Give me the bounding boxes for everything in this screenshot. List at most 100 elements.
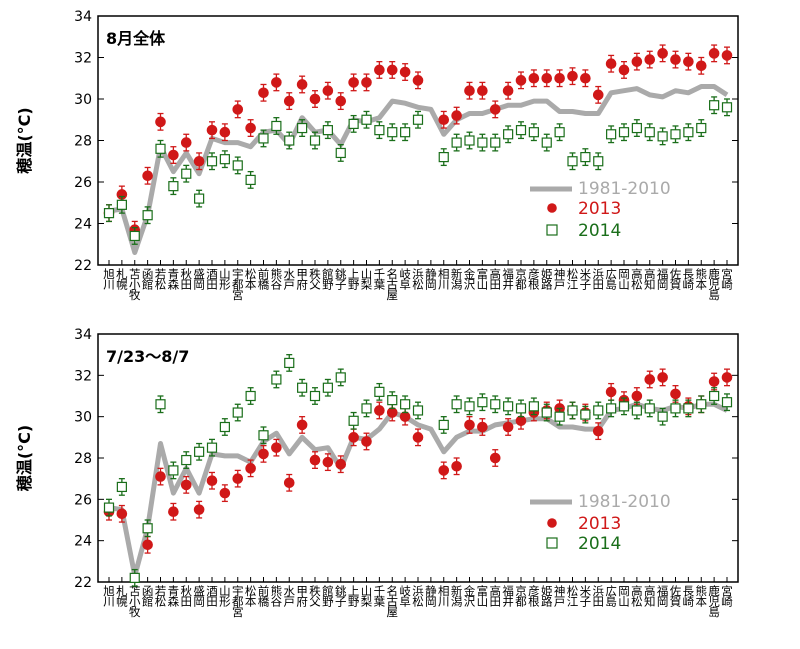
x-tick-label: 福井	[501, 584, 515, 608]
data-point-2014	[412, 405, 424, 416]
x-tick-label: 姫路	[540, 584, 554, 608]
x-tick-label: 酒田	[205, 268, 219, 290]
data-point-2014	[284, 135, 295, 146]
data-point-2013	[296, 79, 308, 90]
x-tick-label: 岡山	[617, 585, 631, 607]
x-tick-label: 館野	[321, 584, 335, 607]
data-point-2013	[258, 87, 269, 99]
data-point-2013	[180, 137, 192, 148]
x-tick-label: 熊本	[694, 584, 708, 608]
data-point-2014	[232, 160, 243, 171]
x-tick-label: 神戸	[553, 267, 567, 291]
data-point-2013	[489, 104, 501, 115]
data-point-2013	[644, 54, 656, 65]
data-point-2013	[168, 149, 179, 161]
data-point-2013	[515, 415, 527, 427]
data-point-2013	[605, 386, 617, 398]
x-tick-label: 宮崎	[720, 267, 734, 290]
data-point-2013	[348, 432, 359, 443]
x-tick-label: 広島	[604, 268, 618, 291]
x-tick-label: 静岡	[424, 267, 438, 291]
data-point-2013	[245, 463, 256, 474]
data-point-2014	[309, 135, 321, 146]
data-point-2014	[181, 454, 192, 466]
y-tick-label: 26	[74, 175, 92, 191]
data-point-2014	[232, 407, 243, 418]
x-tick-label: 苫小牧	[128, 585, 142, 618]
x-tick-label: 松本	[244, 267, 258, 291]
data-point-2013	[193, 155, 205, 167]
data-point-2013	[412, 75, 424, 86]
x-tick-label: 旭川	[102, 585, 116, 607]
data-point-2014	[451, 137, 462, 148]
data-point-2013	[168, 506, 179, 518]
x-tick-label: 札幌	[115, 268, 129, 291]
data-point-2013	[477, 85, 488, 96]
data-point-2014	[361, 114, 372, 125]
data-point-2014	[606, 403, 617, 414]
data-point-2013	[206, 124, 218, 136]
data-point-2013	[605, 58, 617, 70]
data-point-2014	[528, 127, 539, 138]
data-point-2014	[541, 137, 552, 148]
x-tick-label: 秋田	[179, 267, 193, 290]
data-point-2013	[271, 442, 282, 453]
data-point-2014	[219, 154, 230, 165]
x-tick-label: 上野	[347, 268, 361, 290]
data-point-2013	[296, 419, 308, 431]
x-tick-label: 名古屋	[385, 584, 399, 618]
y-tick-label: 32	[74, 368, 92, 384]
data-point-2013	[554, 72, 565, 84]
data-point-2014	[721, 102, 733, 113]
data-point-2014	[181, 168, 192, 179]
data-point-2013	[374, 64, 385, 76]
y-tick-label: 22	[74, 258, 92, 274]
y-tick-label: 30	[74, 92, 92, 108]
data-point-2013	[451, 110, 462, 121]
legend-swatch-square	[546, 537, 558, 549]
x-tick-label: 彦根	[527, 267, 541, 291]
legend-label: 1981-2010	[578, 492, 671, 512]
x-tick-label: 松江	[566, 584, 580, 607]
data-point-2014	[258, 430, 269, 441]
x-tick-label: 山梨	[360, 268, 374, 291]
data-point-2014	[219, 421, 230, 433]
data-point-2014	[490, 137, 501, 148]
x-tick-label: 山梨	[360, 585, 374, 608]
data-point-2013	[142, 170, 153, 182]
x-tick-label: 千葉	[372, 268, 386, 290]
data-point-2014	[103, 502, 115, 513]
data-point-2014	[335, 372, 346, 383]
x-tick-label: 浜田	[591, 268, 605, 290]
data-point-2014	[554, 127, 565, 138]
data-point-2014	[618, 401, 630, 412]
x-tick-label: 福岡	[656, 267, 670, 291]
data-point-2014	[709, 100, 720, 111]
data-point-2014	[438, 419, 449, 431]
data-point-2014	[387, 395, 398, 406]
data-point-2014	[271, 120, 282, 132]
data-point-2014	[271, 374, 282, 385]
panel-title: 8月全体	[106, 29, 166, 48]
x-tick-label: 青森	[166, 585, 180, 608]
x-tick-label: 宇都宮	[231, 268, 245, 301]
data-point-2013	[271, 77, 282, 88]
data-point-2013	[438, 114, 450, 126]
data-point-2013	[580, 72, 591, 84]
x-tick-label: 札幌	[115, 585, 129, 608]
data-point-2013	[644, 374, 656, 385]
data-point-2013	[155, 471, 166, 482]
data-point-2014	[142, 210, 153, 221]
x-tick-label: 水戸	[282, 268, 296, 291]
x-tick-label: 相川	[437, 585, 451, 607]
x-tick-label: 高田	[488, 584, 502, 607]
chart-panel: 22 24 26 28 30 32 34 旭川札幌苫小牧函館若松青森秋田盛岡酒田山形宇都宮松本…	[15, 9, 739, 301]
data-point-2013	[386, 64, 398, 76]
data-point-2014	[657, 411, 668, 422]
legend-swatch-circle	[547, 518, 557, 528]
data-point-2014	[412, 114, 424, 125]
data-point-2014	[348, 118, 359, 130]
data-point-2013	[116, 508, 128, 520]
data-point-2013	[142, 539, 153, 551]
data-point-2014	[721, 397, 733, 408]
